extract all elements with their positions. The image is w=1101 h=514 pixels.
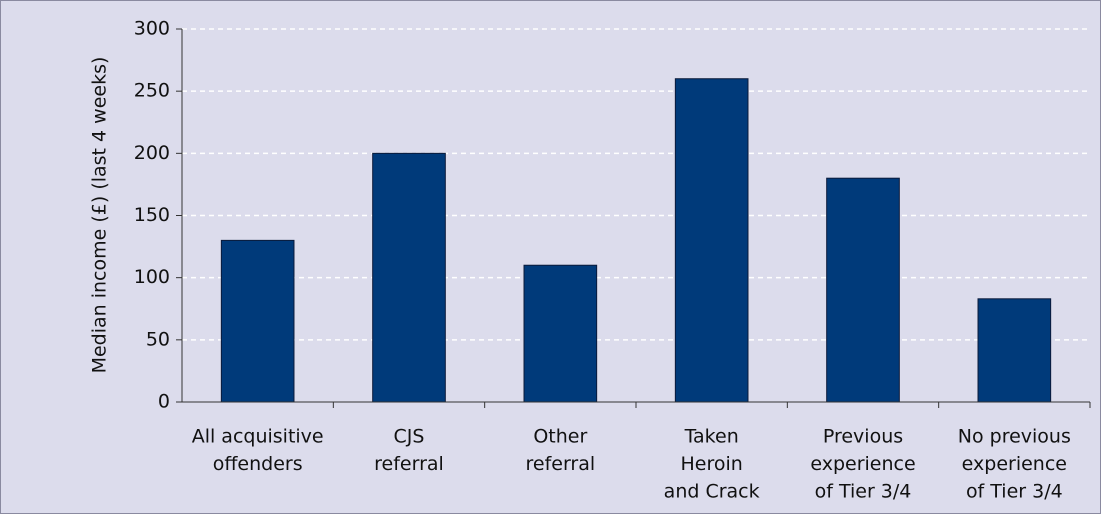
x-tick-label: referral xyxy=(374,453,444,475)
y-tick-label: 0 xyxy=(158,391,170,413)
y-tick-label: 150 xyxy=(134,204,170,226)
x-tick-label: Taken xyxy=(684,426,739,448)
bar xyxy=(674,78,749,403)
x-tick-label: of Tier 3/4 xyxy=(815,481,912,503)
bar xyxy=(826,177,900,403)
bar xyxy=(372,152,446,403)
x-tick-label: Previous xyxy=(823,426,903,448)
y-tick-label: 250 xyxy=(134,80,170,102)
y-tick-label: 300 xyxy=(134,18,170,40)
x-tick-label: referral xyxy=(525,453,595,475)
x-tick-label: experience xyxy=(962,453,1067,475)
x-tick-label: Other xyxy=(533,426,587,448)
y-tick-label: 200 xyxy=(134,142,170,164)
x-tick-label: and Crack xyxy=(664,481,760,503)
bar xyxy=(977,298,1052,403)
x-tick-label: of Tier 3/4 xyxy=(966,481,1063,503)
x-tick-label: No previous xyxy=(958,426,1071,448)
y-tick-label: 50 xyxy=(146,328,170,350)
x-tick-label: experience xyxy=(810,453,915,475)
x-tick-label: All acquisitive xyxy=(192,426,324,448)
x-tick-label: CJS xyxy=(394,426,425,448)
x-tick-label: Heroin xyxy=(681,453,743,475)
bar xyxy=(220,239,295,403)
y-axis-label: Median income (£) (last 4 weeks) xyxy=(89,57,111,374)
y-tick-label: 100 xyxy=(134,266,170,288)
bar xyxy=(523,264,598,403)
x-tick-label: offenders xyxy=(213,453,303,475)
